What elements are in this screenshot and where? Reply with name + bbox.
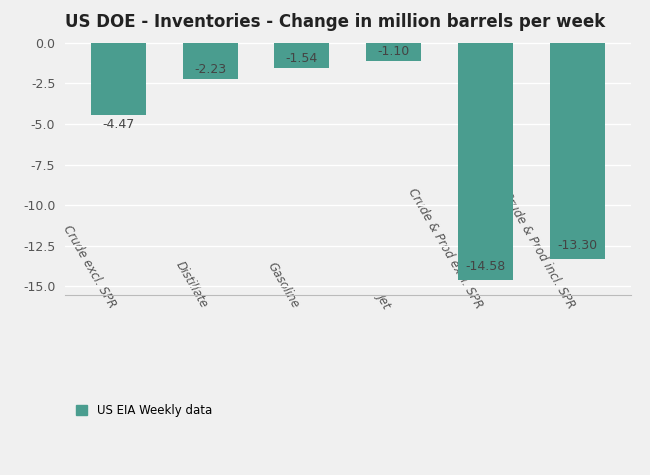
Text: -1.54: -1.54 bbox=[286, 52, 318, 65]
Text: -14.58: -14.58 bbox=[465, 260, 506, 273]
Bar bbox=[91, 43, 146, 115]
Bar bbox=[458, 43, 513, 280]
Legend: US EIA Weekly data: US EIA Weekly data bbox=[71, 399, 217, 422]
Text: -13.30: -13.30 bbox=[557, 239, 597, 252]
Bar bbox=[550, 43, 604, 259]
Text: -4.47: -4.47 bbox=[102, 118, 135, 132]
Text: US DOE - Inventories - Change in million barrels per week: US DOE - Inventories - Change in million… bbox=[65, 13, 605, 31]
Bar bbox=[274, 43, 330, 68]
Text: -2.23: -2.23 bbox=[194, 63, 226, 76]
Bar bbox=[183, 43, 238, 79]
Text: -1.10: -1.10 bbox=[378, 45, 410, 58]
Bar bbox=[366, 43, 421, 61]
